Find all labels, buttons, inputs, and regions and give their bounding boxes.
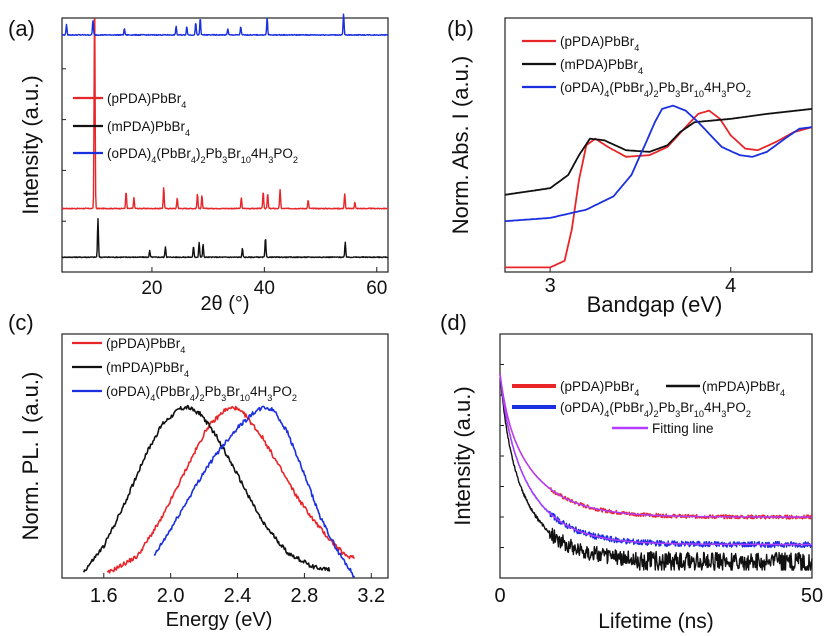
x-tick-label-a: 60 (366, 278, 387, 299)
decay-series-line (500, 374, 812, 547)
panel-label-a: (a) (8, 16, 35, 41)
legend-entry-c: (oPDA)4(PbBr4)2Pb3Br104H3PO2 (106, 384, 297, 403)
legend-entry-a: (oPDA)4(PbBr4)2Pb3Br104H3PO2 (107, 146, 298, 165)
x-axis-label-d: Lifetime (ns) (598, 610, 714, 633)
y-axis-label-b: Norm. Abs. I (a.u.) (448, 56, 473, 235)
x-tick-label-c: 2.8 (291, 585, 319, 607)
x-tick-label-c: 2.0 (157, 585, 185, 607)
x-axis-label-b: Bandgap (eV) (587, 292, 723, 317)
absorption-series-line (505, 106, 812, 222)
x-tick-label-c: 1.6 (90, 585, 118, 607)
x-axis-label-a: 2θ (°) (200, 293, 249, 315)
legend-entry-b: (mPDA)PbBr4 (560, 57, 643, 76)
legend-entry-d: (mPDA)PbBr4 (702, 379, 785, 398)
legend-entry-d: (oPDA)4(PbBr4)2Pb3Br104H3PO2 (560, 400, 751, 419)
fitting-line (500, 374, 812, 517)
y-axis-label-d: Intensity (a.u.) (450, 386, 475, 525)
decay-series-line (500, 374, 812, 519)
legend-entry-a: (mPDA)PbBr4 (107, 119, 190, 138)
plot-frame-b (505, 18, 812, 272)
legend-entry-a: (pPDA)PbBr4 (107, 91, 186, 110)
x-axis-label-c: Energy (eV) (166, 609, 273, 631)
plot-frame-d (500, 334, 812, 578)
x-tick-label-c: 3.2 (357, 585, 385, 607)
xrd-series-line (62, 19, 388, 209)
legend-entry-b: (pPDA)PbBr4 (560, 34, 639, 53)
x-tick-label-d: 0 (494, 585, 505, 607)
x-tick-label-b: 4 (725, 275, 736, 297)
x-tick-label-a: 20 (141, 278, 162, 299)
pl-series-line (107, 407, 355, 573)
legend-entry-c: (pPDA)PbBr4 (106, 336, 185, 355)
y-axis-label-c: Norm. PL. I (a.u.) (18, 372, 43, 541)
xrd-series-line (62, 219, 388, 258)
pl-series-line (154, 406, 355, 576)
xrd-series-line (62, 14, 388, 35)
panel-label-b: (b) (447, 16, 474, 41)
absorption-series-line (505, 111, 812, 268)
legend-entry-d: (pPDA)PbBr4 (560, 379, 639, 398)
x-tick-label-b: 3 (545, 275, 556, 297)
plot-frame-a (62, 18, 388, 272)
y-axis-label-a: Intensity (a.u.) (18, 75, 43, 214)
x-tick-label-c: 2.4 (224, 585, 252, 607)
panel-label-d: (d) (440, 310, 467, 335)
x-tick-label-a: 40 (254, 278, 275, 299)
legend-entry-b: (oPDA)4(PbBr4)2Pb3Br104H3PO2 (560, 80, 751, 99)
decay-series-line (500, 374, 812, 570)
legend-entry-d: Fitting line (652, 421, 714, 436)
panel-label-c: (c) (8, 310, 34, 335)
legend-entry-c: (mPDA)PbBr4 (106, 360, 189, 379)
x-tick-label-d: 50 (801, 585, 823, 607)
